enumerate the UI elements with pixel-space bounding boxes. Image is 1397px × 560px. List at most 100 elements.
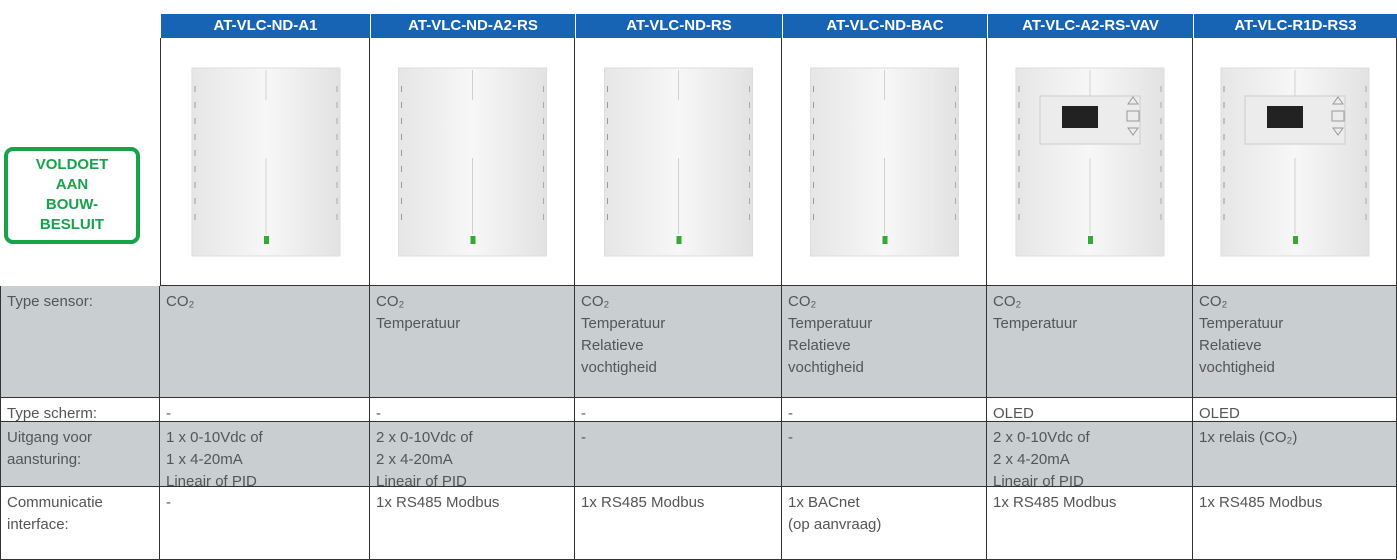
text-line: 1x RS485 Modbus <box>581 494 705 511</box>
text-line: 1x relais (CO₂) <box>1199 429 1298 446</box>
text-line: CO₂ <box>166 293 195 310</box>
text-line: Temperatuur <box>1199 315 1284 332</box>
row-label: Communicatie interface: <box>0 487 160 560</box>
row-label: Type scherm: <box>0 398 160 422</box>
row-label: Uitgang voor aansturing: <box>0 422 160 487</box>
product-image <box>1193 38 1397 286</box>
text-line: Communicatie <box>7 494 103 511</box>
device-illustration <box>398 67 547 257</box>
text-line: Temperatuur <box>993 315 1078 332</box>
text-line: BOUW- <box>45 196 99 213</box>
product-image <box>575 38 782 286</box>
text-line: BESLUIT <box>39 216 105 233</box>
table-cell: - <box>160 398 370 422</box>
text-line: Relatieve <box>581 337 644 354</box>
device-illustration <box>1220 67 1370 257</box>
product-image <box>370 38 575 286</box>
text-line: CO₂ <box>993 293 1022 310</box>
column-header: AT-VLC-ND-A2-RS <box>370 14 575 38</box>
text-line: Type scherm: <box>7 405 98 422</box>
column-header: AT-VLC-A2-RS-VAV <box>987 14 1193 38</box>
text-line: AAN <box>55 176 89 193</box>
device-illustration <box>810 67 959 257</box>
table-cell: CO₂ Temperatuur Relatieve vochtigheid <box>1193 286 1397 398</box>
text-line: - <box>376 405 381 422</box>
text-line: 1x BACnet <box>788 494 860 511</box>
column-header: AT-VLC-ND-RS <box>575 14 782 38</box>
table-cell: 1x RS485 Modbus <box>987 487 1193 560</box>
badge: VOLDOET AAN BOUW- BESLUIT <box>4 147 140 244</box>
table-cell: 1x RS485 Modbus <box>370 487 575 560</box>
text-line: vochtigheid <box>788 359 864 376</box>
table-cell: CO₂ Temperatuur Relatieve vochtigheid <box>575 286 782 398</box>
text-line: 1 x 4-20mA <box>166 451 243 468</box>
text-line: Type sensor: <box>7 293 93 310</box>
table-cell: 1x RS485 Modbus <box>575 487 782 560</box>
text-line: interface: <box>7 516 69 533</box>
text-line: Lineair of PID <box>993 473 1084 490</box>
text-line: OLED <box>1199 405 1240 422</box>
table-cell: CO₂ Temperatuur <box>987 286 1193 398</box>
text-line: CO₂ <box>788 293 817 310</box>
table-cell: CO₂ <box>160 286 370 398</box>
text-line: - <box>788 405 793 422</box>
text-line: (op aanvraag) <box>788 516 882 533</box>
text-line: Uitgang voor <box>7 429 93 446</box>
row-label: Type sensor: <box>0 286 160 398</box>
table-cell: 1x RS485 Modbus <box>1193 487 1397 560</box>
text-line: - <box>788 429 793 446</box>
text-line: 2 x 4-20mA <box>993 451 1070 468</box>
text-line: Relatieve <box>1199 337 1262 354</box>
text-line: Relatieve <box>788 337 851 354</box>
product-image <box>987 38 1193 286</box>
text-line: CO₂ <box>1199 293 1228 310</box>
table-cell: CO₂ Temperatuur <box>370 286 575 398</box>
column-header: AT-VLC-ND-A1 <box>160 14 370 38</box>
text-line: 2 x 0-10Vdc of <box>993 429 1090 446</box>
table-cell: 2 x 0-10Vdc of 2 x 4-20mA Lineair of PID <box>370 422 575 490</box>
table-cell: OLED <box>987 398 1193 422</box>
text-line: - <box>166 405 171 422</box>
table-cell: - <box>782 422 987 487</box>
text-line: Lineair of PID <box>166 473 257 490</box>
table-cell: 1x relais (CO₂) <box>1193 422 1397 487</box>
text-line: Temperatuur <box>376 315 461 332</box>
text-line: CO₂ <box>581 293 610 310</box>
text-line: 1x RS485 Modbus <box>1199 494 1323 511</box>
table-cell: - <box>160 487 370 560</box>
table-cell: CO₂ Temperatuur Relatieve vochtigheid <box>782 286 987 398</box>
text-line: Temperatuur <box>581 315 666 332</box>
device-illustration <box>1015 67 1165 257</box>
text-line: - <box>166 494 171 511</box>
text-line: VOLDOET <box>35 156 109 173</box>
table-cell: - <box>575 398 782 422</box>
table-cell: - <box>782 398 987 422</box>
text-line: vochtigheid <box>1199 359 1275 376</box>
device-illustration <box>191 67 341 257</box>
table-cell: 2 x 0-10Vdc of 2 x 4-20mA Lineair of PID <box>987 422 1193 490</box>
text-line: - <box>581 405 586 422</box>
text-line: Temperatuur <box>788 315 873 332</box>
table-cell: OLED <box>1193 398 1397 422</box>
column-header: AT-VLC-R1D-RS3 <box>1193 14 1397 38</box>
text-line: - <box>581 429 586 446</box>
text-line: vochtigheid <box>581 359 657 376</box>
product-image <box>160 38 370 286</box>
table-cell: - <box>370 398 575 422</box>
text-line: aansturing: <box>7 451 82 468</box>
table-cell: - <box>575 422 782 487</box>
text-line: 2 x 0-10Vdc of <box>376 429 473 446</box>
text-line: 1 x 0-10Vdc of <box>166 429 263 446</box>
text-line: 1x RS485 Modbus <box>376 494 500 511</box>
table-cell: 1x BACnet (op aanvraag) <box>782 487 987 560</box>
table-cell: 1 x 0-10Vdc of 1 x 4-20mA Lineair of PID <box>160 422 370 490</box>
device-illustration <box>604 67 753 257</box>
product-image <box>782 38 987 286</box>
text-line: 2 x 4-20mA <box>376 451 453 468</box>
text-line: CO₂ <box>376 293 405 310</box>
column-header: AT-VLC-ND-BAC <box>782 14 987 38</box>
text-line: OLED <box>993 405 1034 422</box>
text-line: Lineair of PID <box>376 473 467 490</box>
text-line: 1x RS485 Modbus <box>993 494 1117 511</box>
